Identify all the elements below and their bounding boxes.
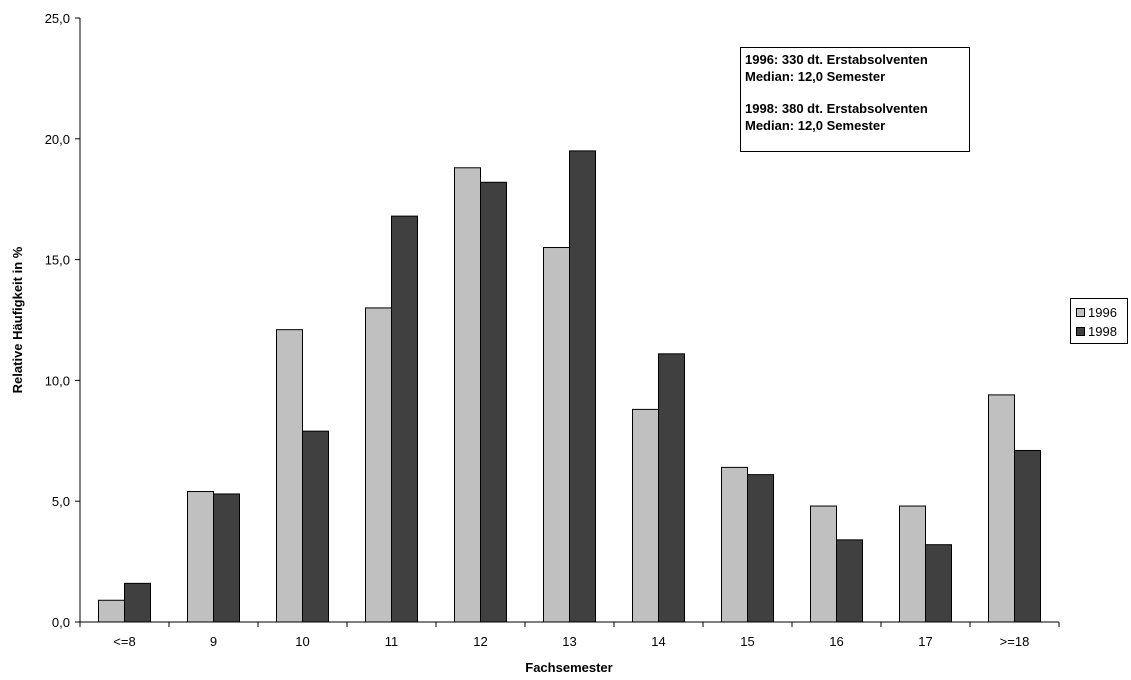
x-tick-label: 17 [918,634,932,649]
legend-item-1996: 1996 [1076,303,1127,322]
bar-1998-<=8 [124,582,151,623]
x-tick-label: 16 [829,634,843,649]
bar-1996-13 [543,247,570,623]
legend-label-1996: 1996 [1088,305,1117,320]
y-axis-ticks: 0,0 5,0 10,0 15,0 20,0 25,0 [45,11,80,630]
y-tick-label: 5,0 [52,494,70,509]
bar-1998-11 [391,215,418,623]
bar-1996-16 [810,505,837,623]
bar-1996-11 [365,307,392,623]
annotation-line-1998-count: 1998: 380 dt. Erstabsolventen [745,101,928,116]
bar-1998-9 [213,493,240,623]
x-tick-label: 11 [385,634,399,649]
bar-1996->=18 [988,394,1015,623]
y-tick-label: 10,0 [45,373,70,388]
y-tick-label: 25,0 [45,11,70,26]
bars-group [98,150,1041,623]
bar-1996-15 [721,466,748,623]
bar-1998-13 [569,150,596,623]
bar-1996-17 [899,505,926,623]
x-tick-label: 10 [295,634,309,649]
y-tick-label: 15,0 [45,253,70,268]
legend-swatch-1996 [1076,308,1085,317]
legend-item-1998: 1998 [1076,322,1127,341]
y-axis-title: Relative Häufigkeit in % [10,246,25,393]
x-tick-label: 13 [562,634,576,649]
legend: 1996 1998 [1070,298,1128,344]
bar-1996-14 [632,408,659,623]
x-tick-label: 9 [210,634,217,649]
bar-1998-12 [480,181,507,623]
x-tick-label: 15 [740,634,754,649]
bar-1998-15 [747,474,774,623]
y-tick-label: 20,0 [45,132,70,147]
annotation-line-1996-median: Median: 12,0 Semester [745,69,886,84]
bar-1998-16 [836,539,863,623]
bar-1998-17 [925,544,952,623]
legend-label-1998: 1998 [1088,324,1117,339]
annotation-line-1998-median: Median: 12,0 Semester [745,118,886,133]
bar-1996-<=8 [98,599,125,623]
annotation-line-1996-count: 1996: 330 dt. Erstabsolventen [745,52,928,67]
annotation-box: 1996: 330 dt. Erstabsolventen Median: 12… [740,47,970,152]
bar-1996-10 [276,329,303,623]
bar-1996-9 [187,491,214,623]
x-axis-ticks: <=8 9 10 11 12 13 14 15 16 17 >=18 [79,622,1060,649]
x-axis-title: Fachsemester [525,660,612,675]
bar-1998->=18 [1014,449,1041,623]
bar-1998-14 [658,353,685,623]
legend-swatch-1998 [1076,327,1085,336]
bar-1996-12 [454,167,481,623]
x-tick-label: >=18 [1000,634,1030,649]
bar-1998-10 [302,430,329,623]
x-tick-label: 14 [651,634,665,649]
annotation-spacer [745,85,969,100]
x-tick-label: 12 [473,634,487,649]
y-tick-label: 0,0 [52,615,70,630]
x-tick-label: <=8 [113,634,135,649]
